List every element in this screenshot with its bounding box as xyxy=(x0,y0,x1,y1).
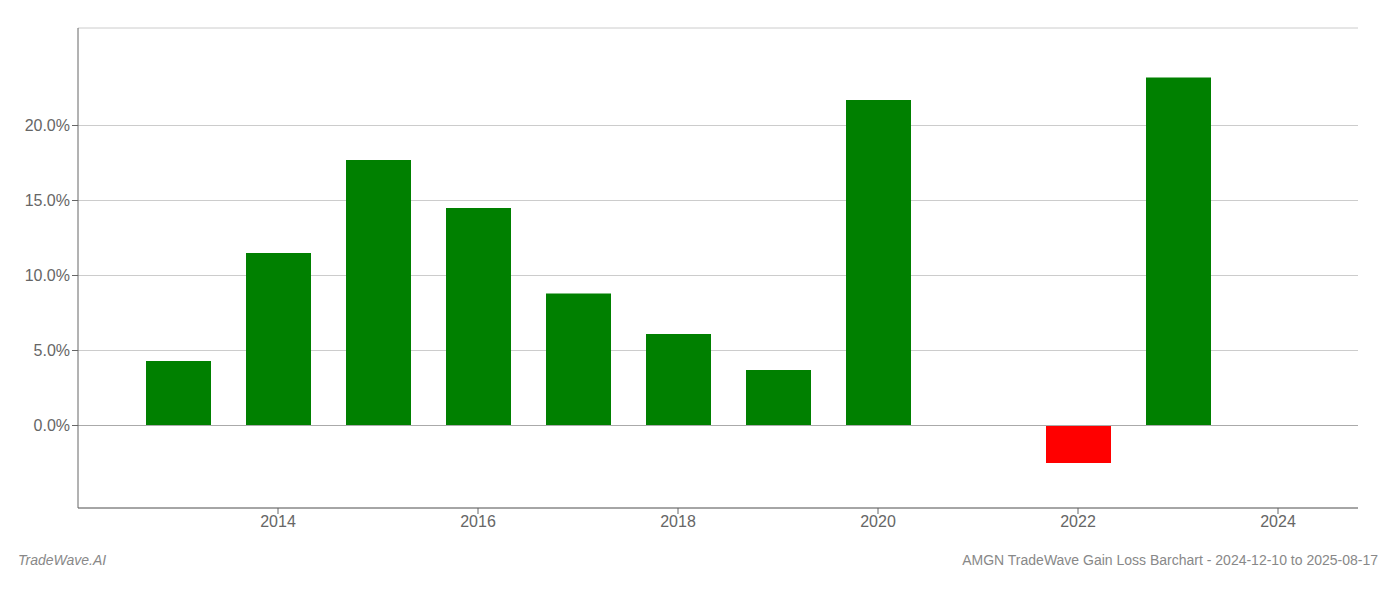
svg-text:20.0%: 20.0% xyxy=(25,117,70,134)
svg-text:15.0%: 15.0% xyxy=(25,192,70,209)
svg-text:10.0%: 10.0% xyxy=(25,267,70,284)
html-text:TradeWave.AI: TradeWave.AI xyxy=(18,552,107,568)
svg-text:2020: 2020 xyxy=(860,513,896,530)
html-text:AMGN TradeWave Gain Loss Barch: AMGN TradeWave Gain Loss Barchart - 2024… xyxy=(962,552,1378,568)
svg-text:5.0%: 5.0% xyxy=(34,342,70,359)
svg-text:0.0%: 0.0% xyxy=(34,417,70,434)
svg-text:2016: 2016 xyxy=(460,513,496,530)
svg-text:2024: 2024 xyxy=(1260,513,1296,530)
svg-text:2014: 2014 xyxy=(260,513,296,530)
svg-text:2018: 2018 xyxy=(660,513,696,530)
svg-text:2022: 2022 xyxy=(1060,513,1096,530)
